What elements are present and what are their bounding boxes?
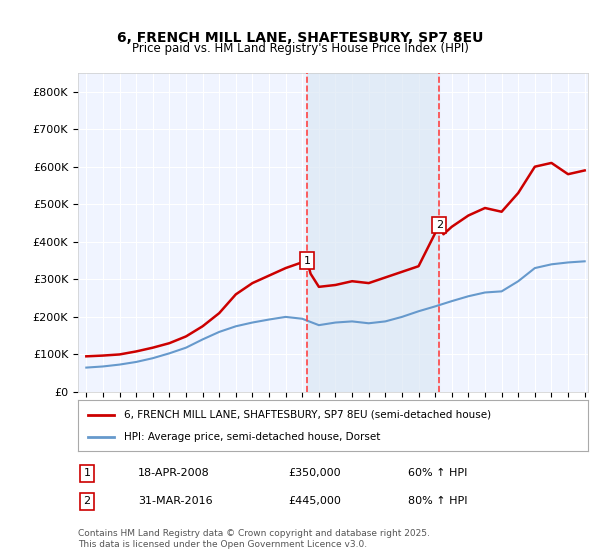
Text: 1: 1 [83, 468, 91, 478]
Text: £445,000: £445,000 [288, 496, 341, 506]
Text: 60% ↑ HPI: 60% ↑ HPI [408, 468, 467, 478]
Text: 6, FRENCH MILL LANE, SHAFTESBURY, SP7 8EU (semi-detached house): 6, FRENCH MILL LANE, SHAFTESBURY, SP7 8E… [124, 409, 491, 419]
Text: HPI: Average price, semi-detached house, Dorset: HPI: Average price, semi-detached house,… [124, 432, 380, 442]
Text: 6, FRENCH MILL LANE, SHAFTESBURY, SP7 8EU: 6, FRENCH MILL LANE, SHAFTESBURY, SP7 8E… [117, 31, 483, 45]
Text: 2: 2 [436, 220, 443, 230]
Bar [307, 73, 439, 392]
Text: £350,000: £350,000 [288, 468, 341, 478]
Text: Price paid vs. HM Land Registry's House Price Index (HPI): Price paid vs. HM Land Registry's House … [131, 42, 469, 55]
Text: 80% ↑ HPI: 80% ↑ HPI [408, 496, 467, 506]
Text: 1: 1 [304, 255, 311, 265]
Text: 18-APR-2008: 18-APR-2008 [138, 468, 210, 478]
Text: Contains HM Land Registry data © Crown copyright and database right 2025.
This d: Contains HM Land Registry data © Crown c… [78, 529, 430, 549]
Text: 2: 2 [83, 496, 91, 506]
Text: 31-MAR-2016: 31-MAR-2016 [138, 496, 212, 506]
